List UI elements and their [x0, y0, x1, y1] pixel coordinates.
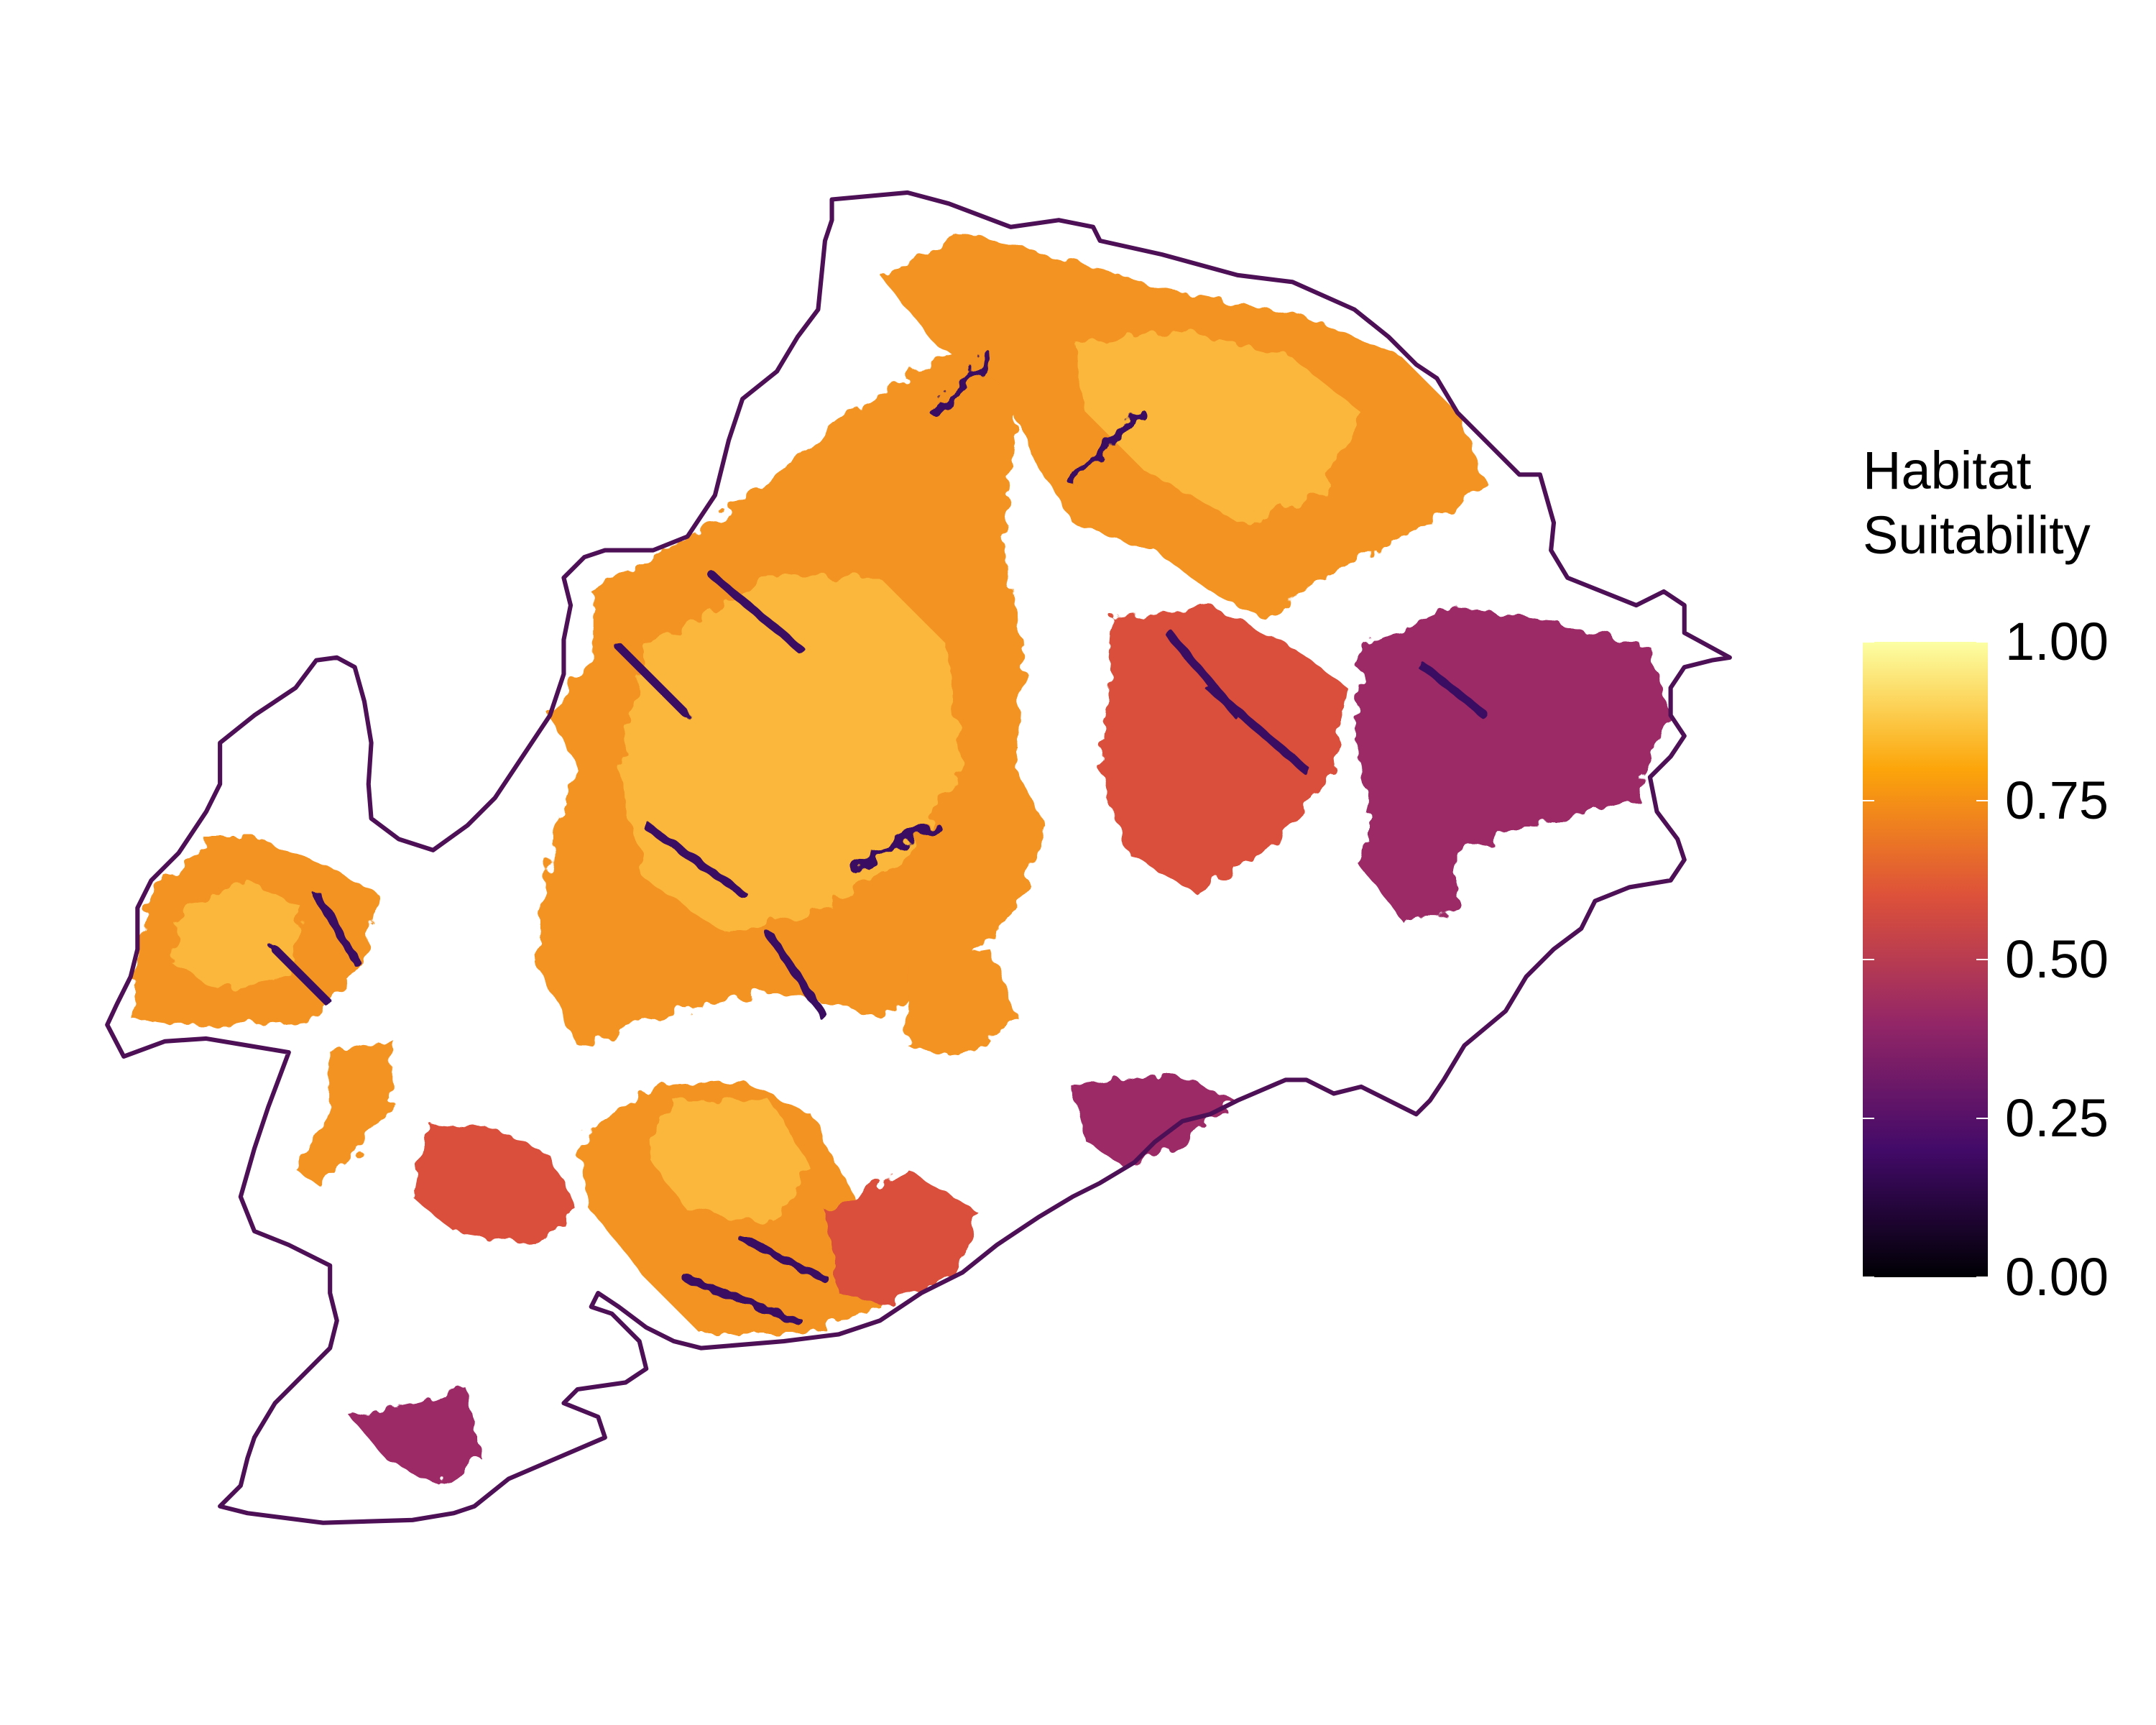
- legend-title-line-1: Habitat: [1863, 441, 2032, 500]
- suitability-raster: [130, 234, 1671, 1486]
- legend-tick-label: 0.50: [2005, 929, 2109, 989]
- legend-tick-mark: [1976, 800, 1988, 801]
- legend-tick-mark: [1863, 1118, 1874, 1119]
- legend-tick-label: 0.75: [2005, 770, 2109, 830]
- raster-valley-streak: [312, 890, 362, 967]
- raster-patch-sw-1: [295, 1038, 392, 1183]
- raster-patch-south-high: [646, 1100, 811, 1225]
- raster-valley-streak: [1411, 656, 1490, 719]
- raster-patch-sw-2: [412, 1121, 578, 1246]
- raster-valley-streak: [1068, 408, 1146, 486]
- legend-tick-mark: [1976, 641, 1988, 643]
- raster-valley-streak: [683, 1275, 802, 1325]
- raster-patch-north-high: [1072, 330, 1362, 523]
- raster-valley-streak: [614, 642, 692, 719]
- raster-patch-south-east: [824, 1169, 977, 1307]
- raster-patch-west-high: [172, 880, 303, 990]
- legend-tick-mark: [1863, 959, 1874, 960]
- legend-title-line-2: Suitability: [1863, 505, 2091, 565]
- legend-tick-mark: [1863, 1276, 1874, 1278]
- raster-patch-east: [1100, 605, 1348, 895]
- raster-patch-far-east: [1354, 605, 1671, 853]
- raster-patch-mid: [907, 949, 1018, 1059]
- raster-valley-streak: [931, 353, 995, 417]
- legend-tick-mark: [1976, 1276, 1988, 1278]
- legend-tick-mark: [1976, 959, 1988, 960]
- raster-valley-streak: [270, 944, 334, 1008]
- raster-patch-central-high: [618, 577, 963, 936]
- raster-patch-east-small: [1361, 798, 1458, 922]
- legend-tick-label: 1.00: [2005, 612, 2109, 671]
- raster-patch-se-coast: [1072, 1072, 1238, 1169]
- raster-valley-streak: [738, 1233, 829, 1284]
- raster-valley-streak: [711, 574, 802, 651]
- raster-valley-streak: [1205, 684, 1311, 775]
- raster-valley-streak: [642, 821, 747, 898]
- raster-valley-streak: [848, 821, 939, 871]
- legend-tick-label: 0.00: [2005, 1247, 2109, 1307]
- raster-valley-streak: [765, 931, 829, 1023]
- legend-tick-mark: [1976, 1118, 1988, 1119]
- legend-tick-mark: [1863, 800, 1874, 801]
- legend-tick-mark: [1863, 641, 1874, 643]
- legend-colorbar: [1863, 642, 1988, 1277]
- raster-patch-sw-3: [350, 1389, 482, 1486]
- study-area-boundary: [105, 190, 1732, 1525]
- legend-tick-label: 0.25: [2005, 1088, 2109, 1148]
